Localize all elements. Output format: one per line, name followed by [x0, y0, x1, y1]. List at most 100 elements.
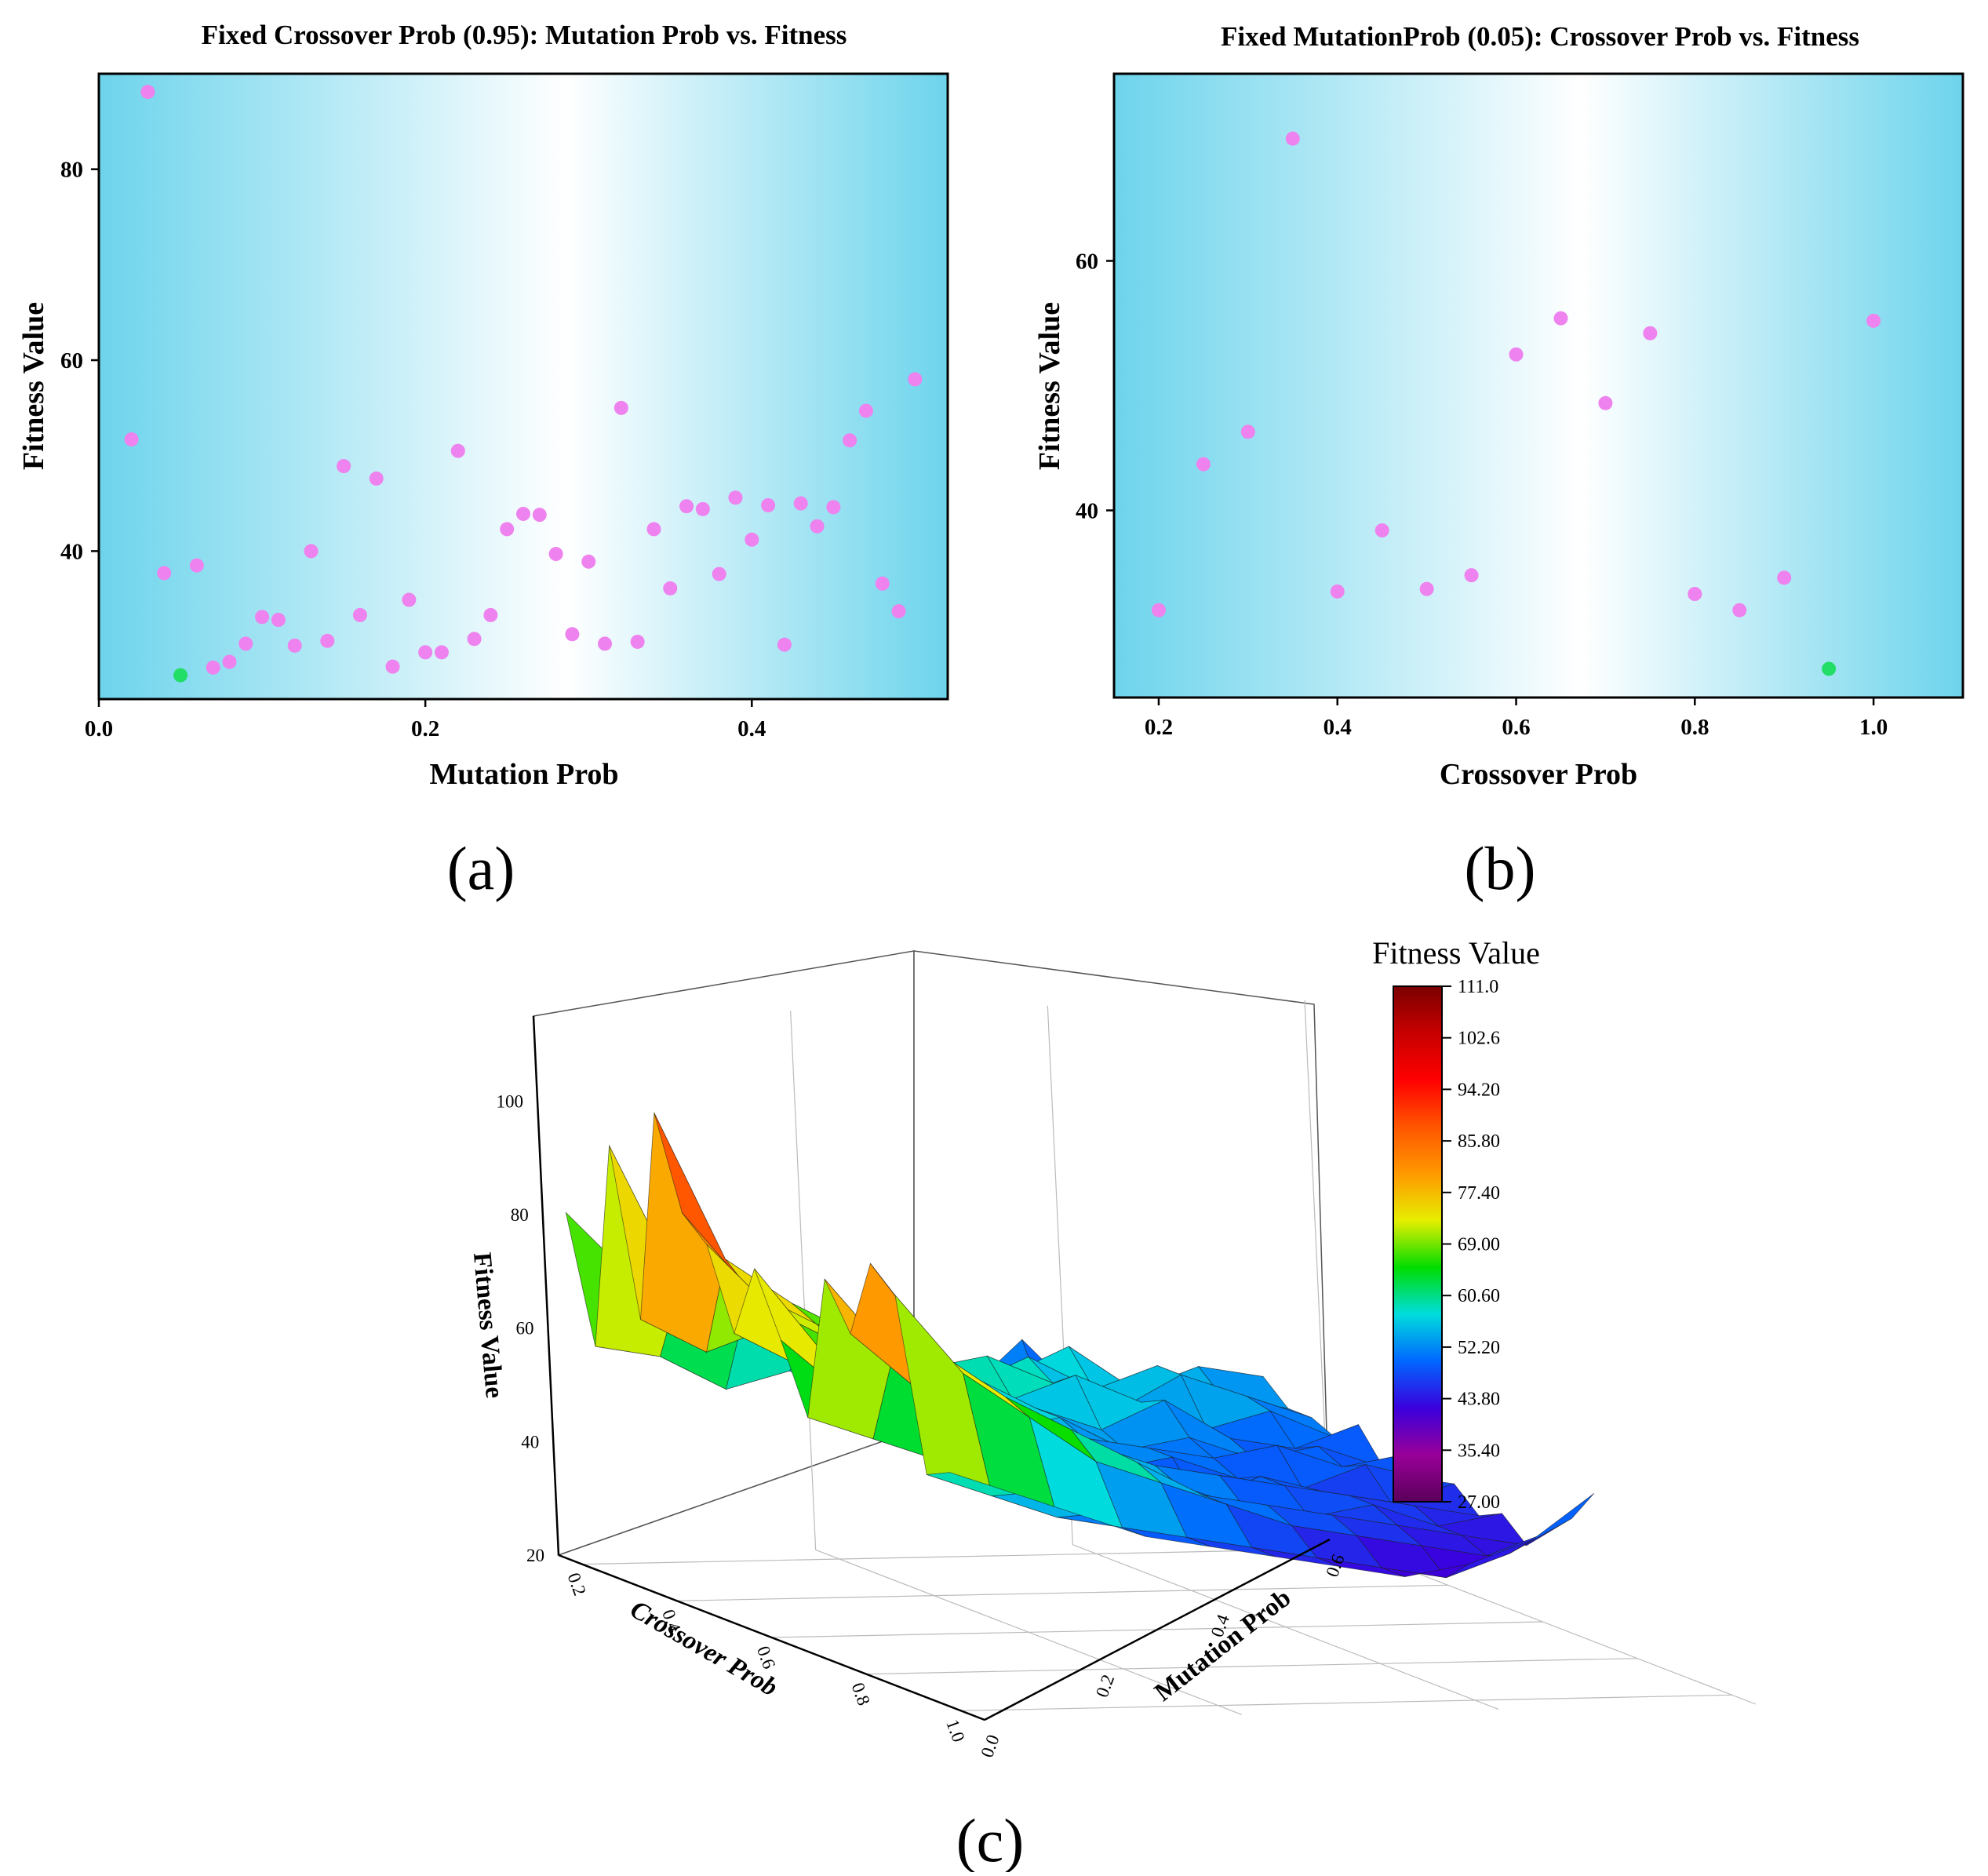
- panel-a-point: [728, 490, 743, 505]
- panel-a-point: [712, 566, 726, 581]
- panel-b-point: [1240, 424, 1255, 439]
- panel-a-point: [287, 638, 302, 653]
- panel-a-point: [548, 547, 563, 562]
- panel-a-point: [450, 443, 465, 458]
- panel-a-y-label: Fitness Value: [17, 302, 50, 470]
- panel-a-point: [304, 544, 319, 559]
- panel-b-points: [1151, 131, 1881, 676]
- panel-a-plot-area: [97, 72, 949, 701]
- panel-b-title: Fixed MutationProb (0.05): Crossover Pro…: [1221, 21, 1859, 52]
- panel-b-point: [1777, 570, 1792, 585]
- panel-a-point: [908, 372, 923, 387]
- panel-a-axis-ticks: 0.0 0.2 0.4 40 60 80: [60, 158, 766, 741]
- surface-z-tick-label: 40: [521, 1432, 539, 1452]
- panel-b-label: (b): [1465, 834, 1536, 902]
- panel-b-y-tick-label: 60: [1076, 250, 1098, 275]
- panel-a-point: [483, 607, 498, 622]
- panel-a-point: [745, 532, 759, 547]
- panel-a-point: [418, 645, 433, 660]
- surface-z-tick-label: 20: [526, 1546, 544, 1565]
- panel-a-points: [124, 85, 923, 683]
- panel-a-point: [646, 522, 661, 537]
- panel-a-point: [614, 400, 628, 415]
- scatter-panel-b: Fixed MutationProb (0.05): Crossover Pro…: [1033, 21, 1964, 902]
- panel-a-point: [255, 610, 270, 625]
- panel-b-x-tick-label: 0.2: [1145, 715, 1173, 740]
- panel-a-point: [434, 645, 449, 660]
- panel-b-x-tick-label: 0.4: [1324, 715, 1352, 740]
- panel-a-point: [157, 566, 172, 581]
- colorbar-tick-labels: 111.0 102.6 94.20 85.80 77.40 69.00 60.60 52.20…: [1442, 977, 1500, 1513]
- panel-a-point: [402, 592, 417, 607]
- colorbar-tick-label: 27.00: [1458, 1492, 1500, 1513]
- panel-a-point: [238, 636, 253, 651]
- panel-a-point: [777, 637, 792, 652]
- colorbar-tick-label: 77.40: [1458, 1183, 1500, 1204]
- surface-x-tick-label: 1.0: [942, 1717, 968, 1745]
- surface-z-label: Fitness Value: [468, 1251, 508, 1400]
- panel-a-point: [826, 500, 841, 515]
- panel-a-point: [581, 554, 596, 569]
- panel-b-x-tick-label: 0.8: [1680, 715, 1709, 740]
- panel-a-point: [695, 501, 710, 516]
- panel-a-point: [385, 659, 400, 674]
- panel-a-point: [369, 471, 384, 486]
- panel-b-point: [1866, 313, 1881, 328]
- panel-b-point: [1330, 584, 1345, 599]
- colorbar-gradient: [1393, 985, 1443, 1503]
- surface-y-tick-label: 0.2: [1092, 1672, 1118, 1700]
- panel-a-y-tick-label: 60: [60, 348, 83, 373]
- colorbar-tick-label: 102.6: [1458, 1029, 1500, 1049]
- surface-3d-axes: [532, 1015, 1331, 1721]
- panel-a-point: [793, 496, 808, 511]
- panel-a-point: [189, 558, 204, 573]
- panel-b-x-tick-label: 1.0: [1859, 715, 1888, 740]
- panel-a-point: [352, 607, 367, 622]
- surface-x-tick-label: 0.8: [848, 1680, 874, 1708]
- panel-a-y-tick-label: 80: [60, 158, 83, 183]
- panel-a-point: [858, 403, 873, 418]
- colorbar-tick-label: 85.80: [1458, 1131, 1500, 1152]
- panel-a-point: [467, 632, 482, 647]
- panel-b-best-point: [1822, 661, 1837, 676]
- panel-b-point: [1285, 131, 1300, 146]
- panel-b-point: [1598, 395, 1613, 410]
- panel-a-point: [810, 519, 825, 534]
- panel-a-point: [565, 627, 580, 642]
- panel-a-point: [271, 613, 286, 628]
- panel-b-point: [1688, 587, 1702, 602]
- panel-a-point: [598, 636, 613, 651]
- panel-b-y-label: Fitness Value: [1033, 302, 1066, 470]
- panel-a-point: [843, 433, 857, 448]
- panel-b-point: [1151, 603, 1166, 617]
- panel-a-point: [320, 633, 335, 648]
- panel-a-x-tick-label: 0.0: [85, 716, 113, 741]
- panel-b-point: [1643, 326, 1658, 341]
- surface-y-tick-label: 0.0: [977, 1732, 1003, 1761]
- panel-b-y-tick-label: 40: [1076, 499, 1098, 524]
- panel-b-axis-ticks: 0.2 0.4 0.6 0.8 1.0 40 60: [1076, 250, 1888, 741]
- colorbar-title: Fitness Value: [1372, 935, 1540, 971]
- panel-a-point: [516, 506, 530, 521]
- panel-b-point: [1732, 603, 1747, 617]
- panel-a-title: Fixed Crossover Prob (0.95): Mutation Pr…: [202, 20, 847, 50]
- scatter-panel-a: Fixed Crossover Prob (0.95): Mutation Pr…: [17, 20, 949, 902]
- panel-a-point: [337, 459, 351, 474]
- panel-b-point: [1464, 568, 1479, 583]
- panel-a-x-tick-label: 0.4: [737, 716, 766, 741]
- colorbar-tick-label: 111.0: [1458, 977, 1498, 997]
- panel-b-x-tick-label: 0.6: [1502, 715, 1530, 740]
- surface-facet: [927, 1472, 1016, 1497]
- panel-b-point: [1509, 347, 1524, 362]
- panel-a-x-tick-label: 0.2: [411, 716, 439, 741]
- surface-x-tick-label: 0.2: [564, 1570, 590, 1598]
- panel-a-best-point: [173, 668, 188, 683]
- panel-a-point: [124, 432, 139, 447]
- panel-b-plot-area: [1112, 72, 1964, 699]
- colorbar: Fitness Value 111.0 102.6 94.20 85.80 77.40 6…: [1372, 935, 1540, 1513]
- surface-z-tick-label: 100: [497, 1091, 524, 1111]
- panel-b-point: [1553, 311, 1568, 326]
- panel-b-point: [1419, 581, 1434, 596]
- panel-a-point: [140, 85, 155, 100]
